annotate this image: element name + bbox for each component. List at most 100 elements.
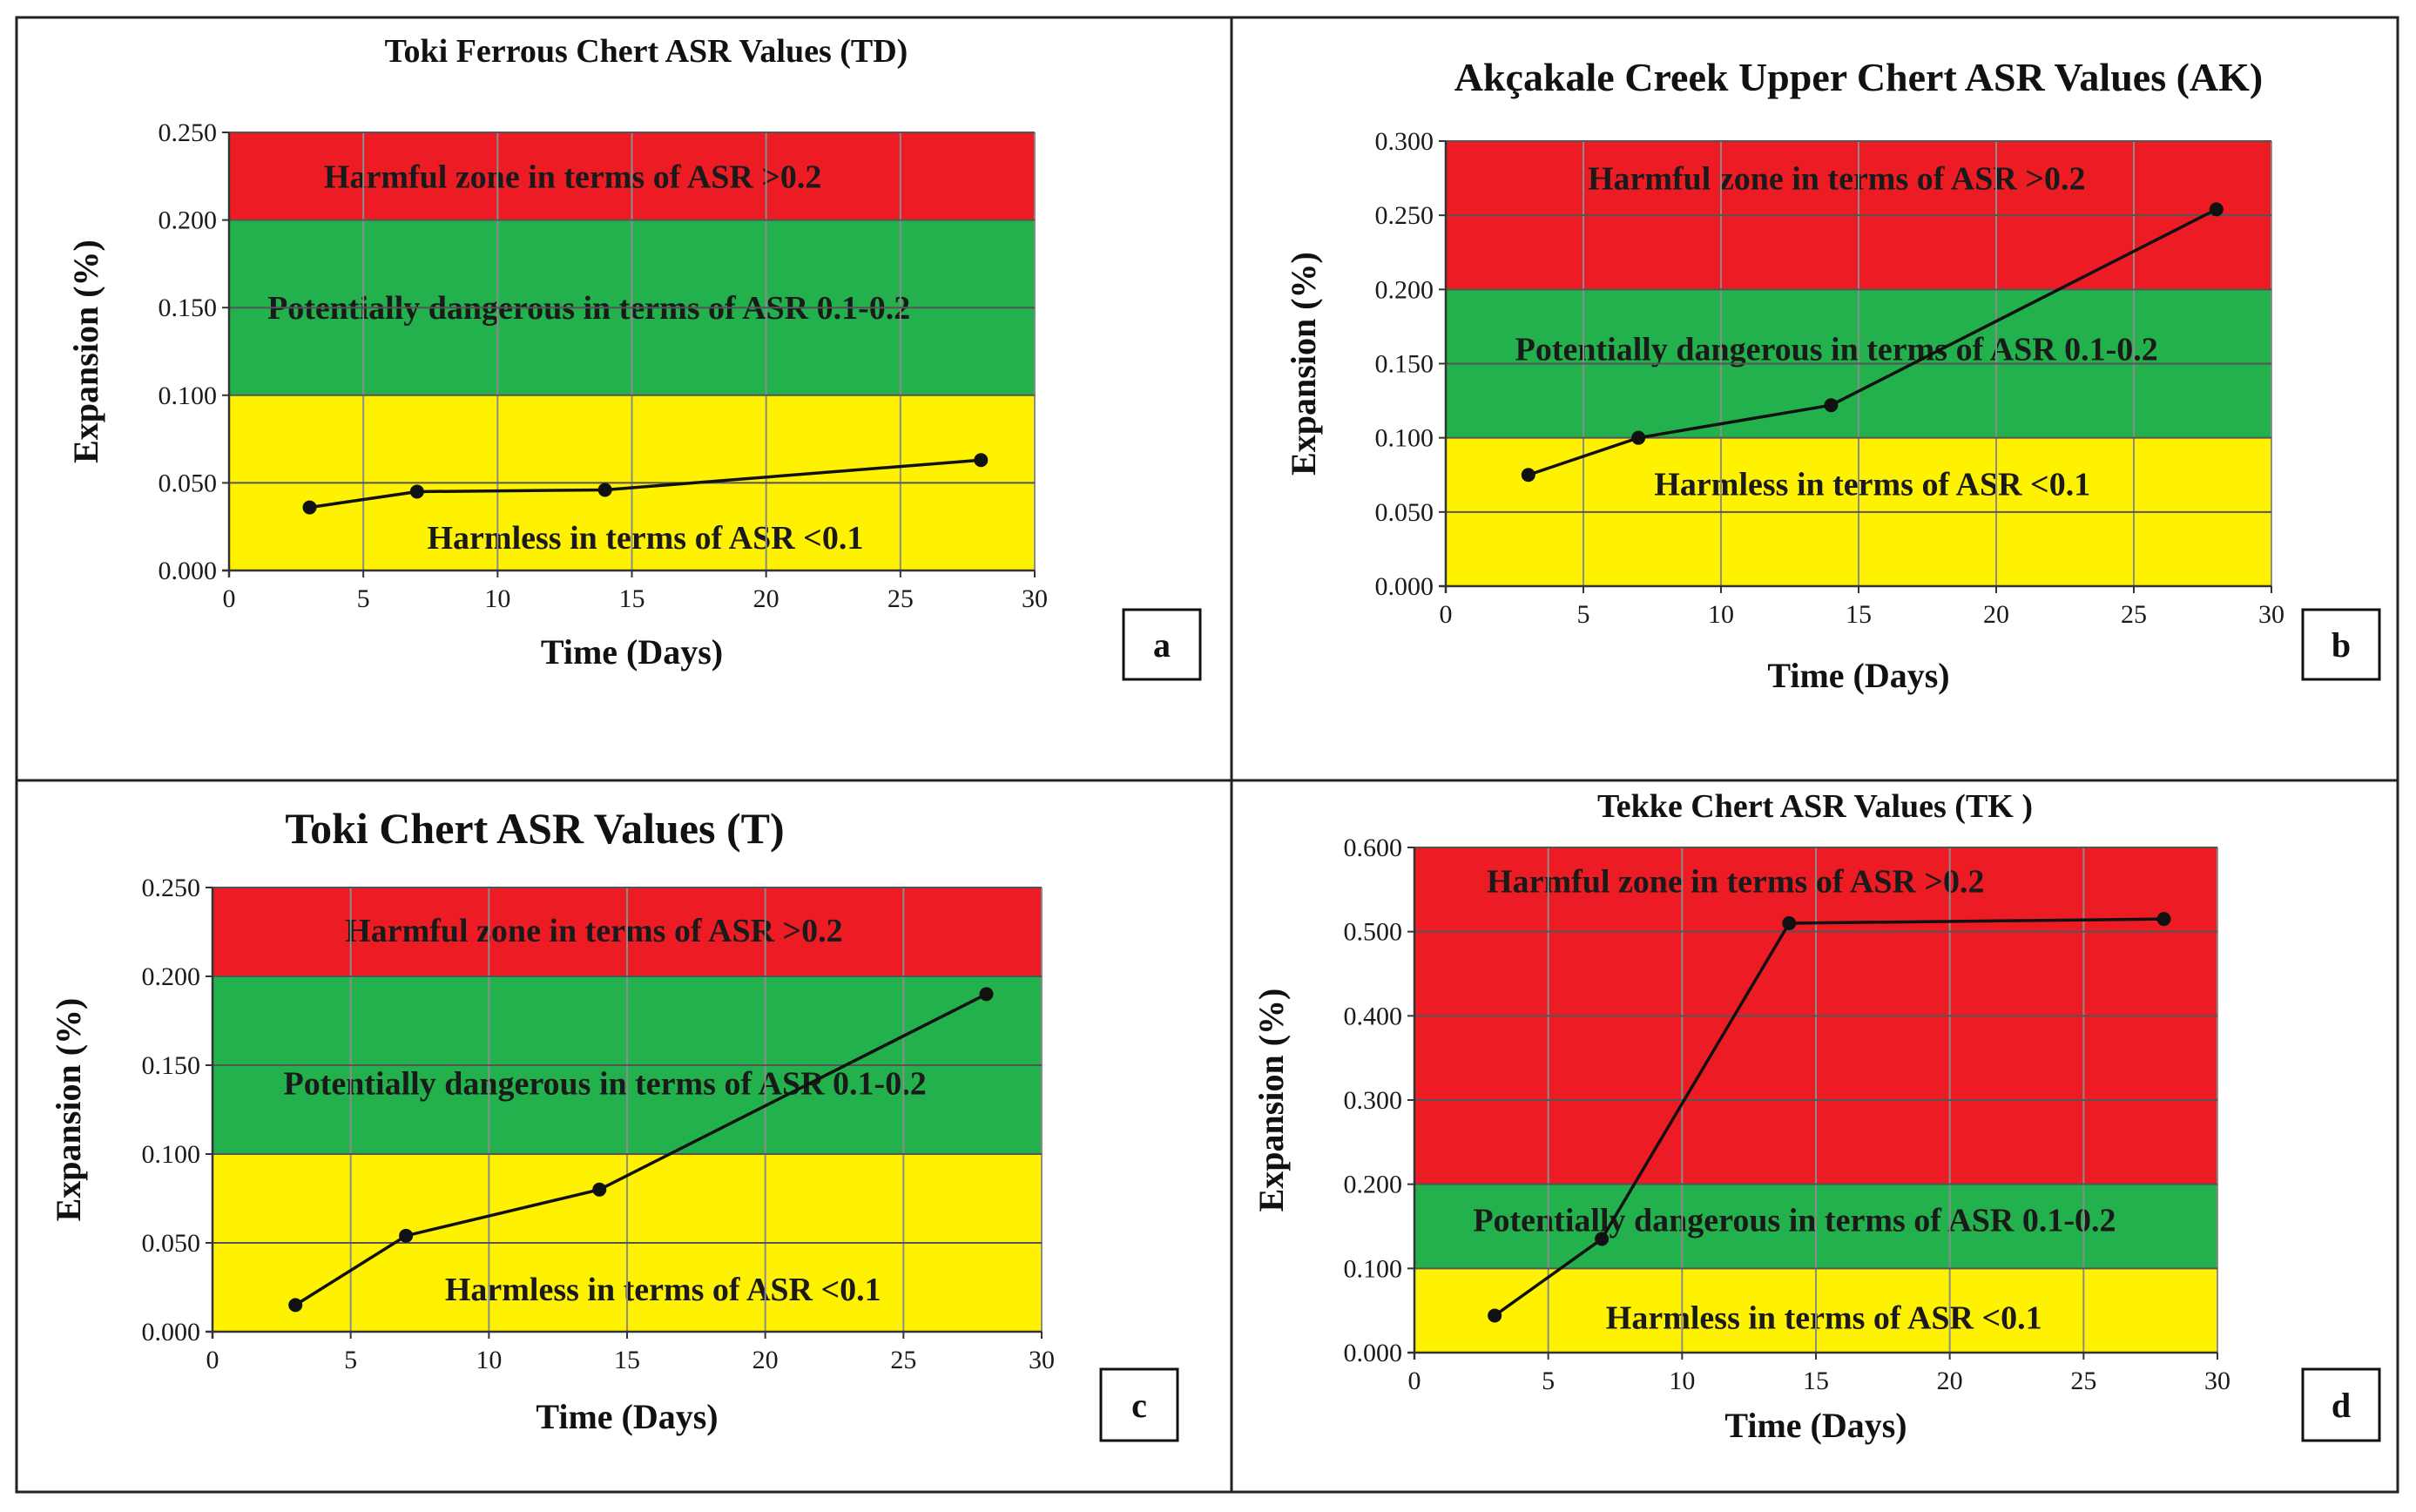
data-series: [1488, 912, 2171, 1323]
x-tick-label: 15: [1803, 1367, 1829, 1395]
chart-title: Toki Ferrous Chert ASR Values (TD): [385, 33, 908, 70]
data-point: [974, 453, 989, 468]
y-tick-label: 0.100: [1375, 424, 1434, 453]
y-tick-label: 0.000: [1344, 1339, 1403, 1367]
y-tick-label: 0.150: [159, 294, 218, 322]
y-axis-title: Expansion (%): [66, 240, 105, 463]
zone-label-harmful: Harmful zone in terms of ASR >0.2: [345, 913, 843, 949]
x-tick-labels: 0 5 10 15 20 25 30: [206, 1346, 1056, 1374]
x-tick-label: 15: [619, 584, 645, 613]
x-tick-label: 0: [1440, 600, 1453, 629]
panel-label: a: [1153, 625, 1171, 665]
y-tick-labels: 0.000 0.050 0.100 0.150 0.200 0.250 0.30…: [1375, 127, 1434, 601]
figure-frame: [15, 16, 2399, 1494]
chart-title: Akçakale Creek Upper Chert ASR Values (A…: [1454, 55, 2264, 99]
y-tick-label: 0.200: [1344, 1171, 1403, 1199]
data-point: [2156, 912, 2171, 927]
x-tick-label: 15: [1846, 600, 1872, 629]
x-tick-labels: 0 5 10 15 20 25 30: [1408, 1367, 2231, 1395]
y-tick-label: 0.250: [142, 874, 201, 902]
y-tick-label: 0.050: [159, 469, 218, 497]
y-tick-labels: 0.000 0.050 0.100 0.150 0.200 0.250: [159, 118, 218, 585]
y-tick-label: 0.150: [142, 1051, 201, 1080]
y-tick-label: 0.400: [1344, 1002, 1403, 1030]
chart-title: Tekke Chert ASR Values (TK ): [1597, 788, 2033, 825]
panel-label: d: [2332, 1386, 2351, 1425]
axes: [222, 132, 1036, 577]
x-tick-label: 5: [1577, 600, 1590, 629]
x-tick-label: 20: [1937, 1367, 1963, 1395]
panel-label-box: [2301, 608, 2381, 681]
zone-label-potential: Potentially dangerous in terms of ASR 0.…: [1473, 1202, 2116, 1239]
chart-panel-b: Akçakale Creek Upper Chert ASR Values (A…: [1284, 55, 2381, 695]
x-tick-label: 10: [1708, 600, 1734, 629]
panel-label-box: [1122, 608, 1202, 681]
x-tick-label: 5: [357, 584, 370, 613]
series-line: [1494, 917, 2164, 1317]
x-axis-title: Time (Days): [536, 1397, 718, 1436]
chart-panel-c: Toki Chert ASR Values (T) Harmful zone i…: [49, 804, 1179, 1442]
y-tick-label: 0.050: [1375, 498, 1434, 527]
data-point: [302, 500, 317, 515]
data-point: [1595, 1232, 1610, 1246]
y-tick-label: 0.000: [159, 557, 218, 585]
y-tick-label: 0.300: [1344, 1086, 1403, 1115]
data-point: [399, 1228, 414, 1243]
zone-label-harmless: Harmless in terms of ASR <0.1: [445, 1272, 881, 1308]
data-point: [1782, 916, 1797, 930]
data-series: [302, 453, 989, 515]
chart-title: Toki Chert ASR Values (T): [285, 804, 784, 853]
gridlines: [1446, 140, 2272, 586]
data-point: [409, 484, 424, 499]
axes: [1439, 140, 2272, 593]
y-tick-label: 0.200: [159, 206, 218, 235]
gridlines: [213, 887, 1043, 1332]
zone-label-harmless: Harmless in terms of ASR <0.1: [1654, 466, 2090, 503]
axes: [206, 887, 1043, 1339]
chart-panel-a: Toki Ferrous Chert ASR Values (TD) Harmf…: [66, 33, 1202, 681]
x-tick-label: 5: [1542, 1367, 1555, 1395]
x-tick-labels: 0 5 10 15 20 25 30: [1440, 600, 2285, 629]
x-tick-label: 20: [753, 584, 779, 613]
y-axis-title: Expansion (%): [49, 998, 88, 1222]
axes: [1407, 847, 2218, 1360]
y-tick-label: 0.200: [1375, 275, 1434, 304]
series-line: [309, 458, 982, 510]
zone-labels: Harmful zone in terms of ASR >0.2 Potent…: [1515, 161, 2158, 503]
y-tick-label: 0.600: [1344, 834, 1403, 862]
x-axis-title: Time (Days): [541, 632, 723, 672]
y-tick-label: 0.250: [159, 118, 218, 147]
zone-label-harmless: Harmless in terms of ASR <0.1: [428, 520, 864, 557]
x-tick-label: 20: [752, 1346, 779, 1374]
x-tick-labels: 0 5 10 15 20 25 30: [223, 584, 1049, 613]
gridlines: [229, 132, 1036, 570]
x-tick-label: 30: [2204, 1367, 2230, 1395]
x-axis-title: Time (Days): [1724, 1406, 1906, 1445]
zone-label-harmless: Harmless in terms of ASR <0.1: [1606, 1299, 2042, 1336]
series-line: [294, 992, 988, 1306]
x-tick-label: 25: [890, 1346, 916, 1374]
y-tick-label: 0.200: [142, 962, 201, 991]
panel-label: c: [1131, 1386, 1147, 1425]
zone-label-harmful: Harmful zone in terms of ASR >0.2: [1588, 161, 2086, 198]
x-tick-label: 25: [2121, 600, 2147, 629]
panel-label-box: [1099, 1367, 1179, 1442]
y-tick-labels: 0.000 0.050 0.100 0.150 0.200 0.250: [142, 874, 201, 1347]
y-tick-label: 0.000: [142, 1318, 201, 1347]
gridlines: [1414, 847, 2218, 1353]
x-tick-label: 30: [1022, 584, 1048, 613]
y-tick-label: 0.250: [1375, 201, 1434, 230]
y-tick-label: 0.050: [142, 1229, 201, 1258]
y-tick-label: 0.300: [1375, 127, 1434, 156]
data-series: [288, 987, 994, 1313]
data-series: [1521, 202, 2224, 483]
zone-label-potential: Potentially dangerous in terms of ASR 0.…: [1515, 331, 2158, 368]
data-point: [1488, 1308, 1502, 1323]
data-point: [597, 483, 612, 497]
x-tick-label: 0: [1408, 1367, 1421, 1395]
zone-label-harmful: Harmful zone in terms of ASR >0.2: [1487, 864, 1985, 901]
x-tick-label: 30: [2258, 600, 2284, 629]
y-tick-label: 0.500: [1344, 918, 1403, 947]
x-tick-label: 15: [614, 1346, 640, 1374]
